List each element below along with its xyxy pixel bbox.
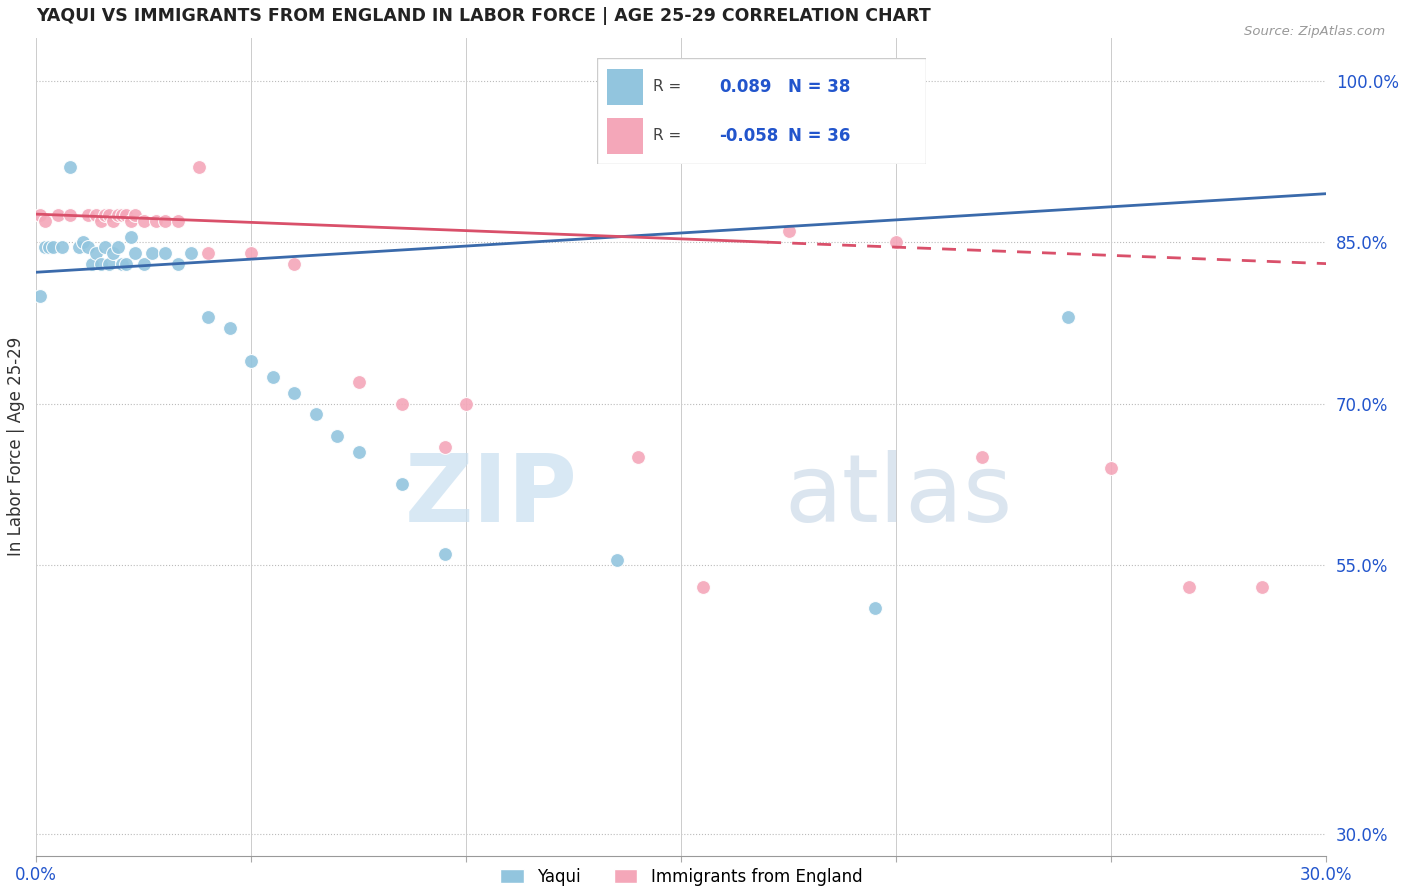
Point: [34, 213, 56, 227]
Point: [111, 208, 134, 222]
Point: [188, 160, 211, 174]
Point: [124, 245, 146, 260]
Point: [283, 257, 305, 271]
Point: [38, 240, 60, 254]
Point: [67, 240, 90, 254]
Point: [1057, 310, 1080, 325]
Point: [141, 245, 163, 260]
Point: [94, 240, 117, 254]
Point: [262, 369, 284, 384]
Point: [167, 213, 190, 227]
Point: [84, 208, 107, 222]
Point: [347, 375, 370, 389]
Point: [218, 321, 240, 335]
Text: atlas: atlas: [785, 450, 1012, 541]
Point: [103, 245, 125, 260]
Point: [391, 396, 413, 410]
Point: [433, 547, 456, 561]
Point: [778, 224, 800, 238]
Point: [59, 208, 82, 222]
Point: [863, 601, 886, 615]
Point: [107, 240, 129, 254]
Point: [197, 310, 219, 325]
Point: [240, 353, 263, 368]
Point: [692, 580, 714, 594]
Point: [132, 257, 155, 271]
Point: [94, 208, 117, 222]
Text: ZIP: ZIP: [405, 450, 578, 541]
Point: [240, 245, 263, 260]
Point: [30, 289, 52, 303]
Point: [713, 73, 735, 87]
Point: [120, 229, 142, 244]
Point: [124, 208, 146, 222]
Point: [972, 450, 994, 465]
Point: [51, 240, 73, 254]
Point: [433, 440, 456, 454]
Point: [107, 208, 129, 222]
Point: [46, 208, 69, 222]
Point: [456, 396, 478, 410]
Y-axis label: In Labor Force | Age 25-29: In Labor Force | Age 25-29: [7, 337, 25, 557]
Point: [115, 257, 138, 271]
Point: [153, 213, 176, 227]
Point: [153, 245, 176, 260]
Point: [59, 160, 82, 174]
Point: [76, 208, 98, 222]
Point: [347, 445, 370, 459]
Point: [42, 240, 65, 254]
Point: [391, 477, 413, 491]
Point: [115, 208, 138, 222]
Point: [111, 257, 134, 271]
Point: [98, 257, 121, 271]
Point: [1177, 580, 1199, 594]
Point: [30, 208, 52, 222]
Point: [132, 213, 155, 227]
Point: [34, 240, 56, 254]
Legend: Yaqui, Immigrants from England: Yaqui, Immigrants from England: [494, 861, 869, 892]
Point: [1250, 580, 1272, 594]
Point: [72, 235, 94, 249]
Point: [84, 245, 107, 260]
Point: [145, 213, 167, 227]
Point: [606, 552, 628, 566]
Point: [197, 245, 219, 260]
Point: [80, 257, 103, 271]
Point: [326, 429, 349, 443]
Point: [283, 385, 305, 400]
Point: [627, 450, 650, 465]
Text: YAQUI VS IMMIGRANTS FROM ENGLAND IN LABOR FORCE | AGE 25-29 CORRELATION CHART: YAQUI VS IMMIGRANTS FROM ENGLAND IN LABO…: [37, 7, 931, 25]
Point: [103, 213, 125, 227]
Point: [90, 213, 112, 227]
Text: Source: ZipAtlas.com: Source: ZipAtlas.com: [1244, 25, 1385, 38]
Point: [1099, 461, 1122, 475]
Point: [167, 257, 190, 271]
Point: [90, 257, 112, 271]
Point: [120, 213, 142, 227]
Point: [304, 407, 326, 421]
Point: [76, 240, 98, 254]
Point: [98, 208, 121, 222]
Point: [180, 245, 202, 260]
Point: [884, 235, 907, 249]
